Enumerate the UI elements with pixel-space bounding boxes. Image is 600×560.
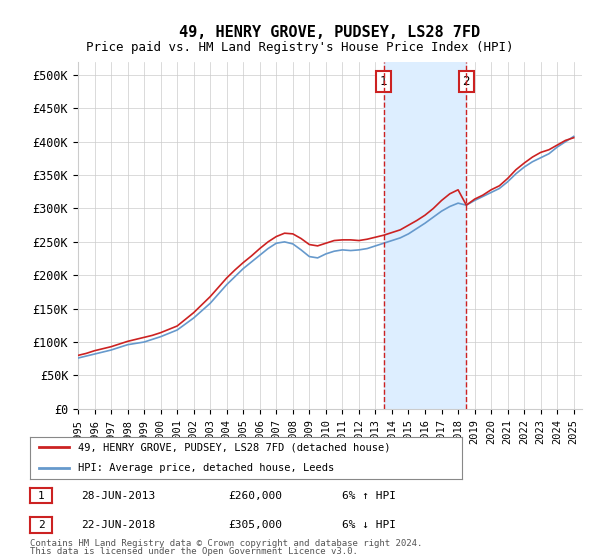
Text: 49, HENRY GROVE, PUDSEY, LS28 7FD (detached house): 49, HENRY GROVE, PUDSEY, LS28 7FD (detac…: [77, 442, 390, 452]
Text: Price paid vs. HM Land Registry's House Price Index (HPI): Price paid vs. HM Land Registry's House …: [86, 41, 514, 54]
Text: £260,000: £260,000: [228, 491, 282, 501]
Text: HPI: Average price, detached house, Leeds: HPI: Average price, detached house, Leed…: [77, 463, 334, 473]
Title: 49, HENRY GROVE, PUDSEY, LS28 7FD: 49, HENRY GROVE, PUDSEY, LS28 7FD: [179, 25, 481, 40]
Bar: [384, 62, 466, 409]
Text: 2: 2: [463, 75, 470, 88]
Text: 6% ↑ HPI: 6% ↑ HPI: [342, 491, 396, 501]
Text: Contains HM Land Registry data © Crown copyright and database right 2024.: Contains HM Land Registry data © Crown c…: [30, 539, 422, 548]
Text: 2: 2: [38, 520, 44, 530]
Text: 28-JUN-2013: 28-JUN-2013: [81, 491, 155, 501]
Text: 6% ↓ HPI: 6% ↓ HPI: [342, 520, 396, 530]
Text: 1: 1: [380, 75, 388, 88]
Text: £305,000: £305,000: [228, 520, 282, 530]
Text: 22-JUN-2018: 22-JUN-2018: [81, 520, 155, 530]
Text: 1: 1: [38, 491, 44, 501]
Text: This data is licensed under the Open Government Licence v3.0.: This data is licensed under the Open Gov…: [30, 547, 358, 556]
